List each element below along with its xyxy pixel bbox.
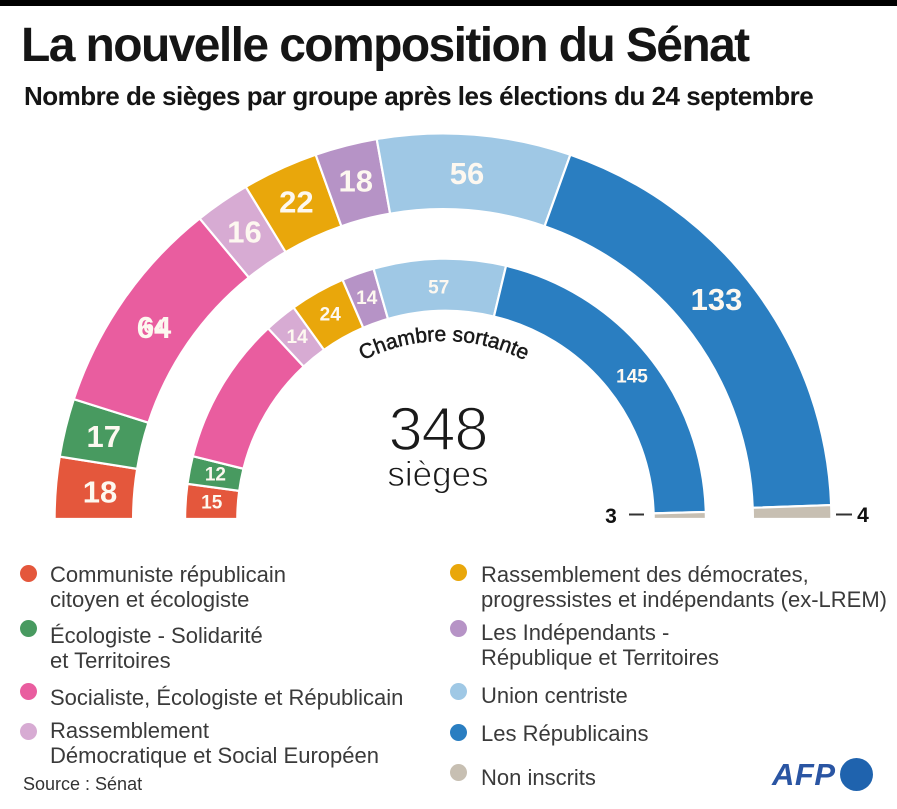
svg-text:56: 56 (450, 156, 484, 191)
svg-text:14: 14 (287, 327, 309, 348)
svg-text:348: 348 (389, 395, 488, 463)
svg-text:133: 133 (691, 282, 743, 317)
svg-text:17: 17 (87, 419, 121, 454)
svg-text:16: 16 (227, 214, 261, 249)
svg-text:18: 18 (338, 163, 372, 198)
svg-text:sièges: sièges (387, 455, 488, 494)
svg-text:22: 22 (279, 185, 313, 220)
svg-text:24: 24 (320, 305, 342, 326)
svg-text:145: 145 (616, 367, 648, 388)
svg-text:64: 64 (143, 317, 165, 338)
svg-text:18: 18 (83, 475, 117, 510)
svg-text:64: 64 (137, 310, 172, 345)
svg-text:4: 4 (857, 504, 869, 527)
svg-text:14: 14 (356, 288, 378, 309)
svg-text:57: 57 (428, 278, 449, 299)
svg-text:12: 12 (205, 464, 226, 485)
svg-text:3: 3 (605, 505, 617, 528)
svg-text:15: 15 (201, 493, 223, 514)
svg-text:Chambre sortante: Chambre sortante (355, 323, 532, 365)
